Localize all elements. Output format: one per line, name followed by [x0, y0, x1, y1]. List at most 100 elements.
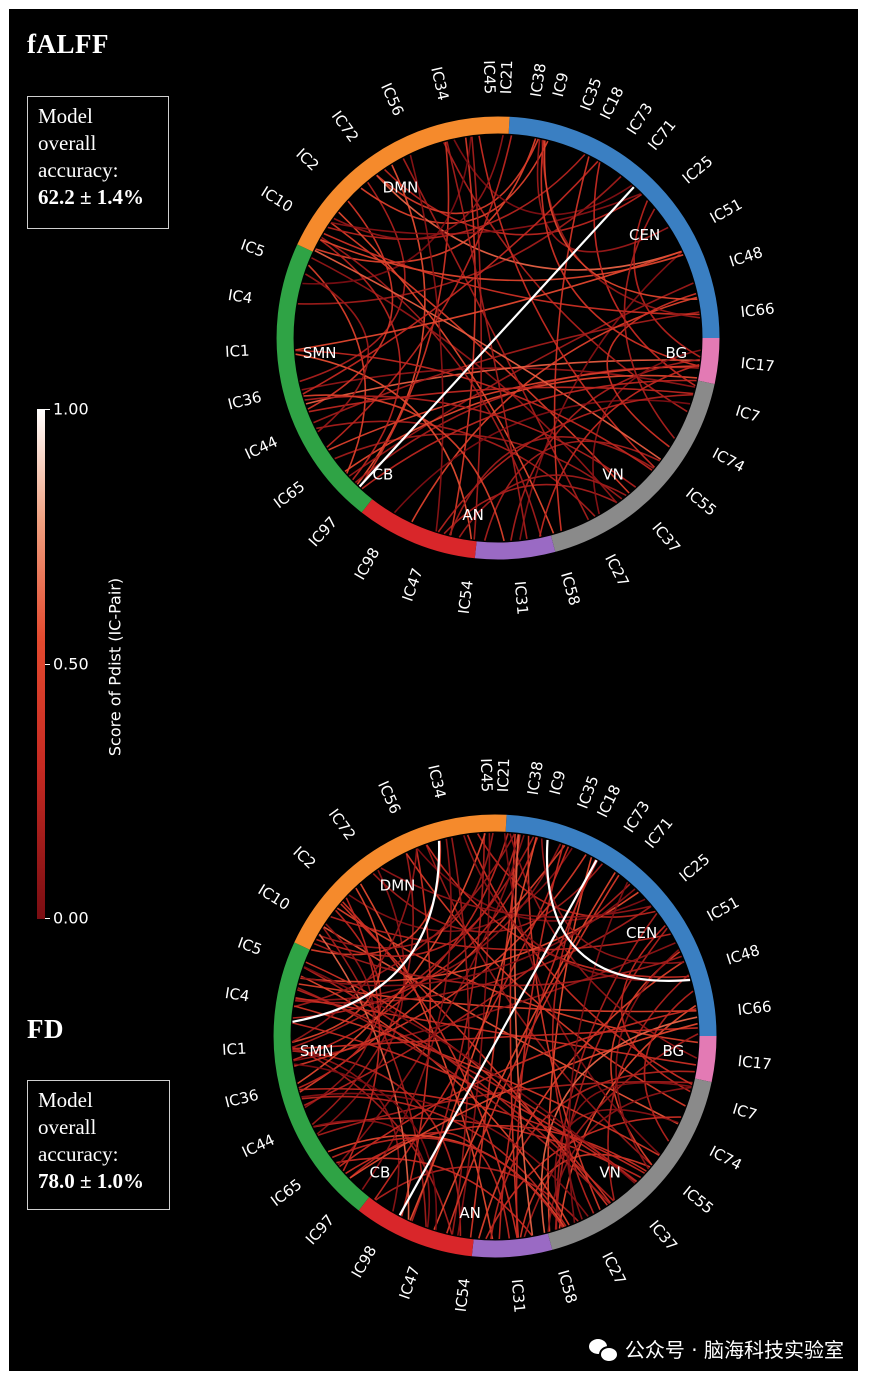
chord-link-strong [292, 840, 441, 1023]
chord-link [349, 1131, 511, 1239]
ic-label: IC45 [477, 758, 496, 793]
chord-link [321, 236, 542, 537]
chord-link [592, 349, 701, 515]
network-arc-bg [694, 1035, 717, 1083]
chord-link [483, 440, 661, 541]
chord-link [291, 848, 418, 1043]
chord-link [425, 844, 653, 1166]
accuracy-label-line: accuracy: [38, 158, 119, 182]
panel-title-fd: FD [27, 1014, 64, 1044]
chord-link [303, 394, 505, 542]
chord-link [293, 1063, 438, 1231]
chord-links [291, 832, 699, 1240]
chord-link [361, 379, 697, 490]
chord-link [523, 1033, 699, 1238]
ic-label: IC4 [227, 286, 254, 308]
chord-link [503, 833, 661, 1156]
colorbar-tick-label: 0.00 [53, 908, 89, 928]
ic-label: IC66 [737, 997, 773, 1018]
chord-link [293, 854, 587, 1067]
chord-link [322, 927, 427, 1227]
network-label: CEN [629, 226, 660, 244]
ic-label: IC31 [508, 1278, 529, 1313]
network-arc-an [474, 535, 556, 560]
chord-link [301, 1092, 589, 1217]
network-arc-vn [550, 380, 715, 552]
wechat-icon [588, 1337, 619, 1363]
chord-link [478, 960, 685, 1239]
ic-label: IC38 [527, 62, 550, 98]
colorbar-tick [45, 918, 50, 919]
chord-link [437, 393, 693, 533]
colorbar-tick [45, 409, 50, 410]
chord-link [316, 420, 596, 517]
chord-link [457, 833, 491, 1236]
network-label: DMN [380, 876, 416, 894]
chord-link [330, 192, 642, 235]
chord-link [326, 135, 513, 448]
chord-link [458, 474, 627, 538]
chord-link [338, 211, 555, 534]
ic-label: IC47 [395, 1264, 423, 1302]
chord-link [519, 251, 683, 540]
chord-link [311, 257, 618, 504]
chord-link [319, 239, 401, 481]
chord-link [295, 843, 562, 1001]
ic-label: IC25 [676, 850, 714, 886]
chord-link [547, 1086, 692, 1232]
chord-link [643, 990, 694, 1142]
chord-link [540, 140, 700, 367]
network-label: BG [665, 344, 687, 362]
chord-link [331, 1137, 564, 1228]
chord-link [446, 141, 528, 540]
network-label: CEN [626, 924, 657, 942]
chord-link [356, 164, 426, 485]
colorbar-tick-label: 1.00 [53, 399, 89, 419]
chord-link-strong [545, 839, 691, 982]
chord-link [301, 1095, 567, 1227]
chord-link [543, 140, 698, 301]
network-label: AN [462, 506, 483, 524]
chord-link [449, 137, 477, 536]
chord-link [301, 367, 696, 391]
network-arc-vn [547, 1078, 712, 1250]
chord-link [540, 838, 685, 965]
colorbar-gradient [37, 409, 45, 919]
ic-label: IC17 [737, 1052, 773, 1073]
chord-link [372, 863, 604, 933]
network-label: CB [370, 1164, 391, 1182]
chord-link [300, 888, 636, 987]
ic-label: IC21 [494, 758, 513, 793]
chord-link [295, 250, 682, 351]
ic-label: IC5 [235, 934, 264, 959]
chord-link [302, 160, 599, 395]
chord-link [568, 881, 629, 1223]
chord-link [292, 836, 535, 1049]
chord-link [448, 436, 655, 536]
ic-label: IC55 [679, 1182, 717, 1217]
chord-link [623, 208, 676, 439]
network-label: SMN [300, 1042, 334, 1060]
ic-label: IC1 [225, 342, 250, 361]
chord-link [295, 353, 473, 540]
network-arc-smn [276, 244, 373, 513]
chord-link [409, 154, 444, 532]
chord-link [349, 1022, 698, 1179]
chord-link [416, 847, 646, 922]
ic-label: IC66 [740, 299, 776, 320]
network-label: VN [602, 466, 623, 484]
ic-label: IC9 [546, 769, 569, 797]
ic-label: IC54 [452, 1277, 474, 1313]
ic-label: IC1 [222, 1040, 247, 1059]
accuracy-label-line: overall [38, 131, 97, 155]
chord-link [536, 139, 669, 253]
chord-link [553, 156, 590, 531]
chord-link [334, 433, 623, 500]
network-arc-cen [505, 814, 717, 1037]
network-arc-cb [361, 499, 477, 559]
ic-label: IC72 [325, 805, 360, 843]
ic-label: IC48 [724, 941, 762, 969]
network-label: AN [459, 1204, 480, 1222]
